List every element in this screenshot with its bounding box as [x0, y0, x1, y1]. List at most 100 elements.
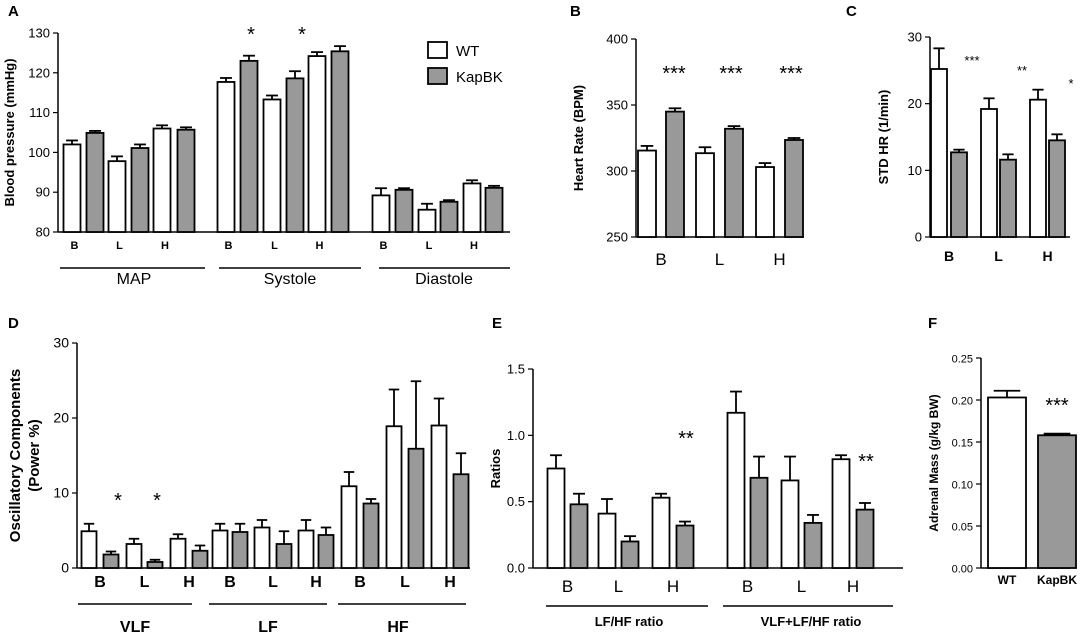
kapbk-bar — [275, 543, 293, 569]
significance-annotation: * — [1068, 76, 1073, 91]
panel-letter: C — [846, 3, 857, 20]
y-tick-label: 1.0 — [507, 428, 525, 443]
kapbk-bar — [239, 59, 259, 233]
y-tick-label: 250 — [606, 230, 628, 245]
category-label: L — [994, 248, 1003, 264]
y-axis-label: (Power %) — [26, 419, 43, 492]
category-label: B — [655, 250, 666, 269]
category-label: H — [773, 250, 785, 269]
kapbk-bar — [102, 553, 120, 569]
y-tick-label: 20 — [908, 96, 922, 111]
category-label: H — [444, 574, 456, 591]
y-axis-label: Oscillatory Components — [7, 369, 24, 542]
significance-annotation: *** — [662, 63, 686, 85]
category-label: L — [116, 240, 123, 252]
category-label: H — [310, 574, 322, 591]
wt-bar — [152, 127, 172, 233]
panel-letter: D — [8, 315, 19, 332]
kapbk-bar — [394, 188, 414, 233]
kapbk-bar — [803, 521, 823, 569]
significance-annotation: *** — [719, 63, 743, 85]
wt-bar — [930, 68, 948, 238]
wt-bar — [297, 529, 315, 569]
wt-bar — [980, 108, 998, 238]
kapbk-bar — [176, 128, 196, 233]
y-tick-label: 0.20 — [952, 396, 973, 408]
kapbk-bar — [999, 158, 1017, 238]
kapbk-bar — [950, 151, 968, 238]
wt-bar — [216, 81, 236, 233]
category-label: B — [225, 240, 233, 252]
kapbk-bar — [855, 508, 875, 569]
category-label: L — [140, 574, 150, 591]
y-tick-label: 0.0 — [507, 561, 525, 576]
y-tick-label: 0.25 — [952, 354, 973, 366]
y-tick-label: 10 — [53, 485, 69, 501]
significance-annotation: *** — [964, 53, 979, 68]
category-label: B — [94, 574, 106, 591]
wt-bar — [780, 479, 800, 569]
wt-bar — [462, 182, 482, 233]
group-label: HF — [387, 619, 409, 636]
category-label: L — [268, 574, 278, 591]
category-label: B — [380, 240, 388, 252]
group-label: VLF — [120, 619, 150, 636]
y-tick-label: 110 — [29, 105, 50, 120]
y-tick-label: 0.15 — [952, 438, 973, 450]
significance-annotation: * — [247, 24, 255, 46]
category-label: L — [797, 577, 806, 596]
group-label: LF — [258, 619, 278, 636]
category-label: H — [847, 577, 859, 596]
panel-letter: B — [570, 3, 581, 20]
y-tick-label: 10 — [908, 163, 922, 178]
panel-letter: E — [492, 315, 502, 332]
kapbk-bar — [1048, 139, 1066, 238]
wt-bar — [169, 537, 187, 569]
group-label: Diastole — [415, 271, 473, 288]
y-tick-label: 0 — [61, 560, 69, 576]
legend-swatch-wt — [427, 41, 448, 59]
y-tick-label: 100 — [28, 145, 50, 160]
y-tick-label: 0 — [915, 230, 922, 245]
category-label: H — [161, 240, 169, 252]
kapbk-bar — [665, 110, 685, 238]
y-tick-label: 120 — [28, 65, 50, 80]
y-tick-label: 0.05 — [952, 522, 973, 534]
significance-annotation: * — [114, 490, 122, 512]
category-label: H — [470, 240, 478, 252]
kapbk-bar — [146, 561, 164, 569]
wt-bar — [340, 485, 358, 569]
y-tick-label: 300 — [606, 164, 628, 179]
kapbk-bar — [452, 473, 470, 569]
category-label: L — [271, 240, 278, 252]
kapbk-bar — [675, 524, 695, 569]
kapbk-bar — [407, 447, 425, 569]
kapbk-bar — [749, 476, 769, 569]
y-axis-label: STD HR (1/min) — [876, 90, 891, 185]
kapbk-bar — [191, 549, 209, 569]
category-label: KapBK — [1037, 573, 1077, 587]
kapbk-bar — [130, 147, 150, 233]
y-tick-label: 130 — [28, 26, 50, 41]
y-axis-label: Ratios — [488, 449, 503, 489]
kapbk-bar — [330, 50, 350, 233]
group-label: MAP — [117, 271, 152, 288]
significance-annotation: ** — [1017, 63, 1027, 78]
y-axis-label: Blood pressure (mmHg) — [2, 58, 17, 206]
category-label: L — [715, 250, 724, 269]
y-tick-label: 0.00 — [952, 564, 973, 576]
panel-b-heart-rate: B 250 300 350 400 Heart Rate (BPM) B L H *** *** **… — [570, 3, 804, 269]
category-label: H — [667, 577, 679, 596]
category-label: WT — [998, 573, 1017, 587]
y-tick-label: 90 — [36, 185, 50, 200]
kapbk-bar — [85, 131, 105, 233]
wt-bar — [987, 396, 1027, 569]
panel-d-oscillatory-components: D 0 10 20 30 Oscillatory Components (Power %) B… — [7, 315, 470, 636]
y-tick-label: 0.10 — [952, 480, 973, 492]
wt-bar — [307, 55, 327, 233]
group-label: Systole — [264, 271, 317, 288]
legend-label: WT — [456, 43, 479, 60]
kapbk-bar — [569, 503, 589, 569]
significance-annotation: * — [298, 24, 306, 46]
